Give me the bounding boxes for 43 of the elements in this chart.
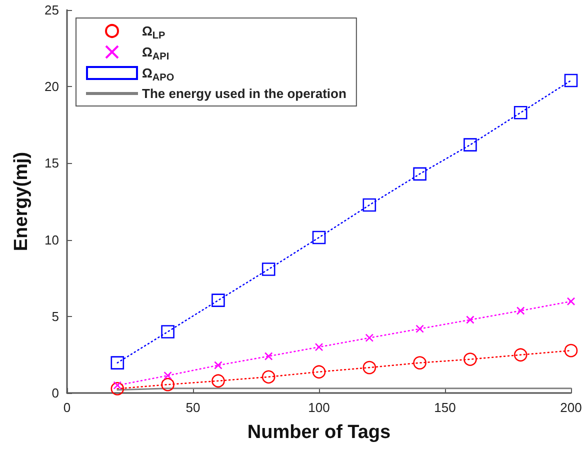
y-tick-label: 5	[52, 308, 59, 324]
point	[516, 306, 525, 315]
x-tick-label: 50	[186, 400, 200, 415]
point	[564, 344, 578, 358]
point	[262, 370, 276, 384]
y-tick-label: 10	[44, 232, 59, 248]
point	[564, 74, 578, 88]
point	[214, 361, 222, 370]
point	[464, 138, 477, 152]
point	[362, 198, 376, 212]
point	[161, 325, 174, 338]
point	[566, 297, 576, 306]
x-axis-title: Number of Tags	[247, 422, 391, 443]
point	[413, 356, 426, 370]
point	[362, 360, 376, 374]
point	[466, 316, 474, 324]
y-tick-label: 0	[52, 386, 59, 400]
x-tick-label: 100	[308, 400, 330, 415]
point	[365, 334, 374, 342]
y-tick-label: 15	[44, 156, 59, 171]
x-tick-label: 0	[63, 400, 71, 415]
point	[164, 371, 172, 380]
point	[312, 230, 326, 244]
point	[312, 365, 326, 379]
y-tick-label: 25	[44, 2, 59, 18]
point	[514, 106, 528, 120]
y-axis-title: Energy(mj)	[11, 152, 32, 252]
point	[161, 378, 174, 392]
point	[262, 262, 276, 276]
point	[413, 167, 426, 181]
point	[212, 374, 225, 388]
point	[514, 348, 528, 362]
y-tick-label: 20	[44, 79, 59, 94]
point	[264, 352, 273, 360]
legend-label: The energy used in the operation	[142, 86, 346, 101]
point	[416, 324, 424, 333]
x-tick-label: 200	[560, 400, 582, 415]
point	[464, 352, 477, 366]
point	[314, 342, 324, 352]
point	[212, 294, 225, 307]
x-tick-label: 150	[434, 400, 456, 415]
point	[110, 356, 124, 370]
point	[110, 382, 124, 396]
